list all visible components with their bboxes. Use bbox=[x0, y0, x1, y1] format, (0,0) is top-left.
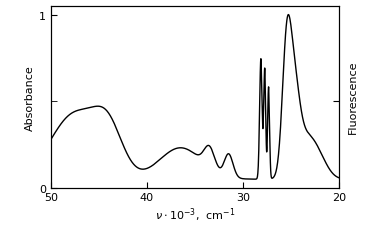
Y-axis label: Absorbance: Absorbance bbox=[25, 65, 35, 130]
Y-axis label: Fluorescence: Fluorescence bbox=[348, 61, 358, 134]
X-axis label: $\nu\cdot10^{-3}$,  cm$^{-1}$: $\nu\cdot10^{-3}$, cm$^{-1}$ bbox=[155, 205, 235, 223]
